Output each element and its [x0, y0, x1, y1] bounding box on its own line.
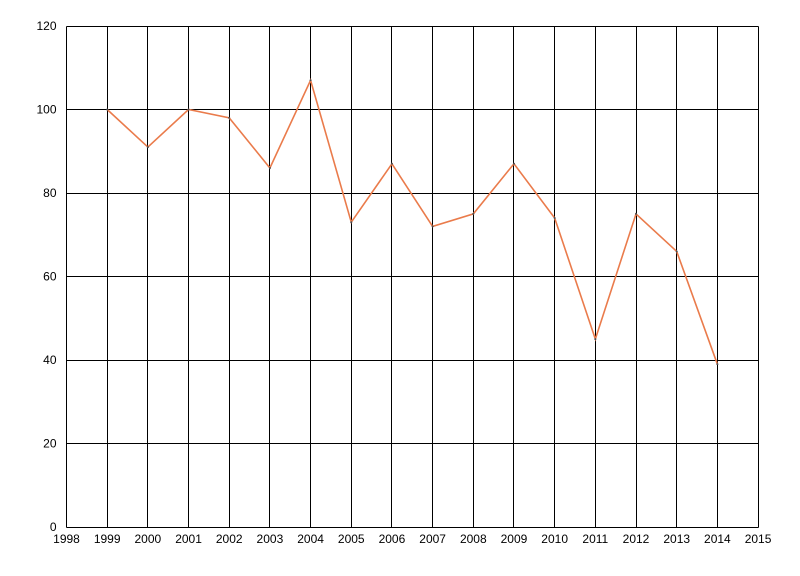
svg-text:2010: 2010 [541, 532, 568, 546]
svg-text:2008: 2008 [460, 532, 487, 546]
svg-text:60: 60 [43, 270, 57, 284]
svg-text:1999: 1999 [94, 532, 121, 546]
svg-text:2012: 2012 [623, 532, 650, 546]
svg-text:40: 40 [43, 353, 57, 367]
svg-text:2000: 2000 [135, 532, 162, 546]
svg-text:2007: 2007 [419, 532, 446, 546]
svg-text:2002: 2002 [216, 532, 243, 546]
svg-text:2004: 2004 [297, 532, 324, 546]
svg-text:120: 120 [36, 19, 56, 33]
svg-text:1998: 1998 [53, 532, 80, 546]
svg-text:100: 100 [36, 103, 56, 117]
svg-text:80: 80 [43, 186, 57, 200]
svg-text:2005: 2005 [338, 532, 365, 546]
svg-text:2006: 2006 [379, 532, 406, 546]
svg-text:20: 20 [43, 437, 57, 451]
svg-text:2011: 2011 [582, 532, 608, 546]
svg-text:2003: 2003 [257, 532, 284, 546]
svg-text:2015: 2015 [745, 532, 772, 546]
svg-text:2001: 2001 [175, 532, 202, 546]
svg-text:2014: 2014 [704, 532, 731, 546]
svg-text:2013: 2013 [663, 532, 690, 546]
svg-text:2009: 2009 [501, 532, 528, 546]
